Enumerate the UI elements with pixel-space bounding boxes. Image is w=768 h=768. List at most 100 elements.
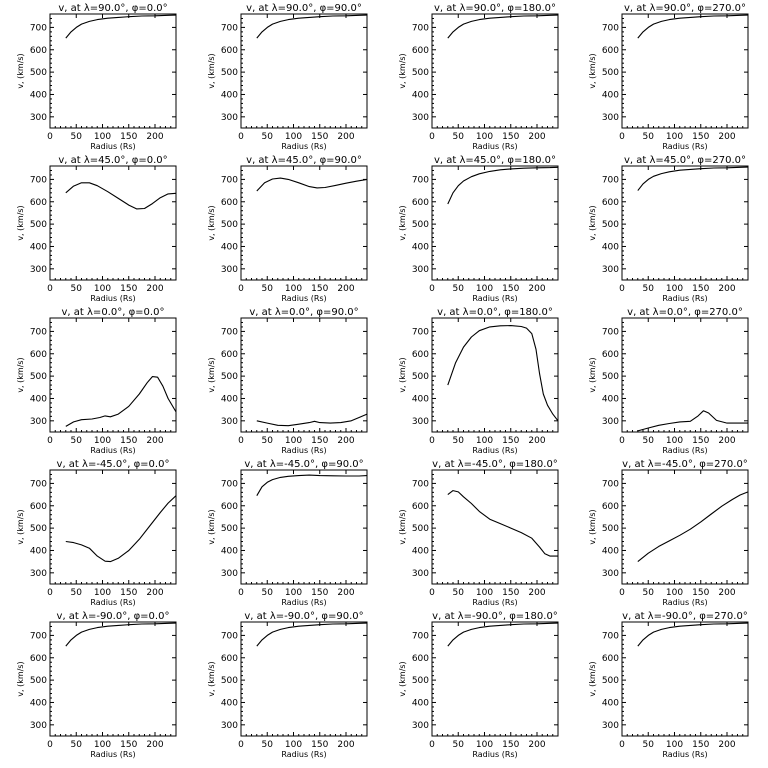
y-tick-label: 500 <box>602 68 619 78</box>
x-tick-label: 150 <box>502 740 519 750</box>
x-tick-label: 0 <box>238 588 244 598</box>
y-axis-label: v, (km/s) <box>398 357 407 392</box>
y-axis-label: v, (km/s) <box>207 661 216 696</box>
y-tick-label: 600 <box>412 350 429 360</box>
plot-frame <box>431 165 559 281</box>
x-axis-label: Radius (Rs) <box>662 142 707 151</box>
x-axis-label: Radius (Rs) <box>90 598 135 607</box>
y-tick-label: 500 <box>602 676 619 686</box>
x-tick-label: 200 <box>337 588 354 598</box>
x-tick-label: 150 <box>311 588 328 598</box>
subplot-13: 0 50 100 150 200 300 400 500 600 700 v, at λ=-45.0… <box>16 459 177 607</box>
x-tick-label: 50 <box>643 740 655 750</box>
y-tick-label: 500 <box>221 220 238 230</box>
y-axis-label: v, (km/s) <box>588 53 597 88</box>
y-axis-label: v, (km/s) <box>16 53 25 88</box>
y-axis-label: v, (km/s) <box>16 205 25 240</box>
series-line <box>256 413 368 427</box>
plot-title: v, at λ=45.0°, φ=0.0° <box>58 155 167 166</box>
y-tick-label: 700 <box>221 23 238 33</box>
y-axis-label: v, (km/s) <box>398 53 407 88</box>
x-tick-label: 50 <box>71 588 83 598</box>
y-axis-label: v, (km/s) <box>16 509 25 544</box>
y-tick-label: 400 <box>602 90 619 100</box>
x-tick-label: 100 <box>285 284 302 294</box>
y-tick-label: 700 <box>602 23 619 33</box>
plot-title: v, at λ=90.0°, φ=90.0° <box>246 3 362 14</box>
x-tick-label: 150 <box>502 588 519 598</box>
y-tick-label: 300 <box>30 417 47 427</box>
y-axis-label: v, (km/s) <box>588 509 597 544</box>
plot-title: v, at λ=-90.0°, φ=90.0° <box>244 611 363 622</box>
y-tick-label: 500 <box>221 68 238 78</box>
x-tick-label: 200 <box>337 740 354 750</box>
y-axis-label: v, (km/s) <box>207 509 216 544</box>
x-tick-label: 0 <box>619 740 625 750</box>
plot-frame <box>240 317 368 433</box>
y-axis-label: v, (km/s) <box>398 661 407 696</box>
x-axis-label: Radius (Rs) <box>472 294 517 303</box>
series-line <box>447 166 559 205</box>
x-tick-label: 150 <box>120 132 137 142</box>
x-tick-label: 0 <box>47 132 53 142</box>
y-tick-label: 700 <box>412 631 429 641</box>
plot-title: v, at λ=-90.0°, φ=0.0° <box>57 611 170 622</box>
y-tick-label: 400 <box>412 242 429 252</box>
x-tick-label: 50 <box>453 436 465 446</box>
x-tick-label: 0 <box>238 132 244 142</box>
x-tick-label: 200 <box>146 284 163 294</box>
x-tick-label: 50 <box>71 436 83 446</box>
x-tick-label: 200 <box>718 436 735 446</box>
x-axis-label: Radius (Rs) <box>472 446 517 455</box>
y-axis-label: v, (km/s) <box>588 661 597 696</box>
x-tick-label: 200 <box>718 588 735 598</box>
x-axis-label: Radius (Rs) <box>281 750 326 759</box>
subplot-2: 0 50 100 150 200 300 400 500 600 700 v, at λ=90.0°… <box>207 3 368 151</box>
y-tick-label: 300 <box>412 265 429 275</box>
y-tick-label: 600 <box>221 654 238 664</box>
y-tick-label: 700 <box>221 479 238 489</box>
y-tick-label: 600 <box>412 198 429 208</box>
y-tick-label: 700 <box>221 175 238 185</box>
subplot-8: 0 50 100 150 200 300 400 500 600 700 v, at λ=45.0°… <box>588 155 749 303</box>
y-tick-label: 300 <box>221 569 238 579</box>
y-tick-label: 700 <box>30 631 47 641</box>
y-tick-label: 500 <box>602 372 619 382</box>
x-tick-label: 0 <box>47 436 53 446</box>
y-tick-label: 400 <box>30 546 47 556</box>
x-tick-label: 150 <box>502 132 519 142</box>
x-axis-label: Radius (Rs) <box>662 446 707 455</box>
x-tick-label: 0 <box>238 436 244 446</box>
y-tick-label: 300 <box>30 113 47 123</box>
series-line <box>447 14 559 39</box>
x-tick-label: 100 <box>476 588 493 598</box>
y-axis-label: v, (km/s) <box>16 357 25 392</box>
plot-frame <box>49 13 177 129</box>
y-tick-label: 500 <box>30 220 47 230</box>
y-tick-label: 300 <box>412 569 429 579</box>
x-tick-label: 200 <box>528 588 545 598</box>
y-axis-label: v, (km/s) <box>207 357 216 392</box>
x-tick-label: 100 <box>666 284 683 294</box>
x-tick-label: 50 <box>71 132 83 142</box>
x-tick-label: 50 <box>262 132 274 142</box>
plot-title: v, at λ=45.0°, φ=180.0° <box>434 155 556 166</box>
x-tick-label: 100 <box>476 284 493 294</box>
subplot-3: 0 50 100 150 200 300 400 500 600 700 v, at λ=90.0°… <box>398 3 559 151</box>
y-tick-label: 500 <box>30 676 47 686</box>
subplot-6: 0 50 100 150 200 300 400 500 600 700 v, at λ=45.0°… <box>207 155 368 303</box>
x-tick-label: 0 <box>238 284 244 294</box>
y-tick-label: 300 <box>602 721 619 731</box>
y-tick-label: 500 <box>221 524 238 534</box>
x-tick-label: 0 <box>429 436 435 446</box>
x-tick-label: 50 <box>262 284 274 294</box>
series-line <box>637 14 749 39</box>
x-tick-label: 150 <box>502 284 519 294</box>
plot-frame <box>240 13 368 129</box>
y-tick-label: 700 <box>412 175 429 185</box>
y-tick-label: 300 <box>221 265 238 275</box>
series-line <box>637 166 749 191</box>
